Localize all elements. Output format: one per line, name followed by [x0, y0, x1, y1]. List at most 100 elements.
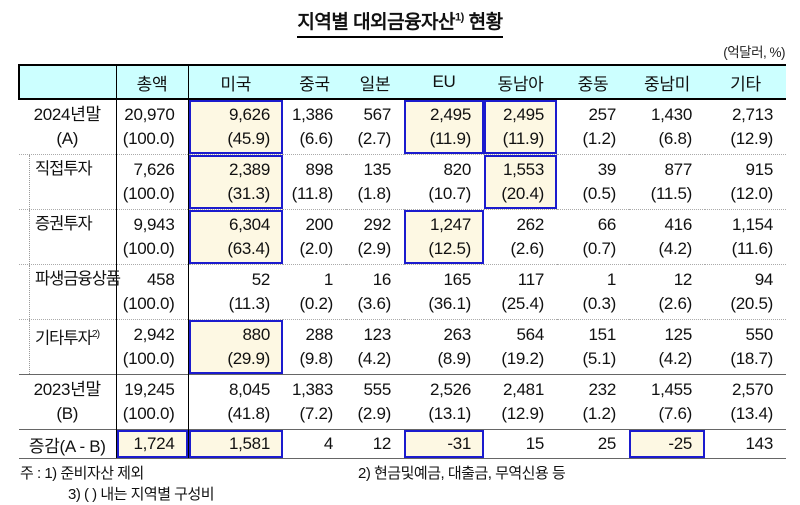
cell-percent: (2.9) [357, 239, 392, 258]
cell: 292 (2.9) [346, 209, 404, 265]
row-label: 2023년말 (B) [19, 374, 117, 430]
cell: 458 (100.0) [116, 264, 189, 320]
cell-value: 898 [305, 160, 334, 179]
cell-content: 2,942 (100.0) [117, 320, 188, 374]
cell: 4 [283, 429, 346, 459]
cell-value: 915 [745, 160, 774, 179]
cell-value: 94 [754, 270, 774, 289]
row-label: 2024년말 (A) [19, 99, 117, 155]
cell-content: 898 (11.8) [283, 155, 346, 209]
row-label-line: (A) [56, 129, 79, 148]
cell-value: 1,247 [429, 215, 471, 234]
cell-value: 292 [363, 215, 392, 234]
cell-percent: (29.9) [227, 349, 270, 368]
row-label-line: 증감(A - B) [28, 436, 106, 456]
cell-value: 165 [443, 270, 472, 289]
cell: 25 [557, 429, 629, 459]
cell: 16 (3.6) [346, 264, 404, 320]
cell-value: 2,942 [133, 325, 175, 344]
highlighted-cell: -25 [629, 429, 705, 459]
footnote-line-2: 3) ( ) 내는 지역별 구성비 [68, 484, 800, 505]
cell-value: 1,724 [133, 434, 175, 453]
cell-percent: (12.9) [501, 404, 544, 423]
cell: 2,481 (12.9) [484, 374, 557, 430]
highlighted-cell: 2,495 (11.9) [404, 99, 484, 155]
cell-content: 200 (2.0) [283, 210, 346, 264]
unit-label: (억달러, %) [723, 45, 785, 60]
cell-content: 262 (2.6) [484, 210, 557, 264]
cell-content: 1,553 (20.4) [484, 155, 557, 209]
row-label-text: 2023년말 (B) [19, 375, 116, 429]
cell-content: 2,495 (11.9) [404, 100, 484, 154]
cell-percent: (100.0) [122, 404, 175, 423]
table-header-row: 총액 미국 중국 일본 EU 동남아 중동 중남미 기타 [18, 64, 786, 100]
cell: 1,455 (7.6) [629, 374, 705, 430]
cell-percent: (41.8) [227, 404, 270, 423]
cell-percent: (4.2) [658, 349, 693, 368]
cell-percent: (11.9) [429, 129, 472, 148]
cell: 19,245 (100.0) [116, 374, 189, 430]
row-label: 증권투자 [19, 209, 117, 265]
cell-content: 292 (2.9) [346, 210, 404, 264]
cell-value: 7,626 [133, 160, 175, 179]
cell-value: 458 [147, 270, 175, 289]
column-header: 미국 [188, 64, 283, 100]
cell-value: 1,455 [650, 380, 692, 399]
cell-value: 877 [664, 160, 693, 179]
document-page: 지역별 대외금융자산1) 현황 (억달러, %) 총액 미국 중국 일본 EU 동남아 중동… [0, 7, 800, 503]
highlighted-cell: -31 [404, 429, 484, 459]
cell-value: 151 [588, 325, 617, 344]
cell-value: -31 [447, 434, 471, 453]
cell: 2,526 (13.1) [404, 374, 484, 430]
row-label-text: 직접투자 [29, 155, 116, 209]
cell-percent: (11.6) [731, 239, 774, 258]
cell: 262 (2.6) [484, 209, 557, 265]
cell-value: 1,553 [502, 160, 544, 179]
row-label-line: 2024년말 [33, 105, 102, 124]
cell-percent: (100.0) [122, 129, 175, 148]
cell-percent: (6.6) [299, 129, 334, 148]
footnote-prefix: 주 : [20, 465, 45, 482]
cell-content: 1,430 (6.8) [629, 100, 705, 154]
cell-content: 555 (2.9) [346, 375, 404, 429]
cell-content: 263 (8.9) [404, 320, 484, 374]
cell-content: 125 (4.2) [629, 320, 705, 374]
cell-content: 257 (1.2) [557, 100, 629, 154]
cell-content: 39 (0.5) [557, 155, 629, 209]
cell-value: 135 [363, 160, 392, 179]
cell-value: 555 [363, 380, 392, 399]
cell-content: 2,389 (31.3) [189, 155, 284, 209]
footnote-2: 2) 현금및예금, 대출금, 무역신용 등 [358, 465, 566, 482]
cell: 165 (36.1) [404, 264, 484, 320]
cell: 1 (0.3) [557, 264, 629, 320]
cell-value: 2,389 [228, 160, 270, 179]
page-title: 지역별 대외금융자산1) 현황 [0, 7, 800, 38]
cell-content: 123 (4.2) [346, 320, 404, 374]
cell-percent: (10.7) [428, 184, 471, 203]
label-footnote-marker: 2) [91, 328, 100, 340]
cell-content: 1,455 (7.6) [629, 375, 705, 429]
cell: 143 [705, 429, 786, 459]
row-label-line: (B) [56, 404, 79, 423]
cell: 416 (4.2) [629, 209, 705, 265]
cell-percent: (19.2) [501, 349, 544, 368]
table-row: 2023년말 (B) 19,245 (100.0) 8,045 (41.8) 1,383 (7… [19, 374, 786, 430]
column-header: 총액 [116, 64, 189, 100]
cell: 915 (12.0) [705, 154, 786, 210]
cell-content: 288 (9.8) [283, 320, 346, 374]
cell: 820 (10.7) [404, 154, 484, 210]
column-header: 중국 [283, 64, 346, 100]
cell-value: 262 [516, 215, 545, 234]
title-tail: 현황 [463, 12, 503, 33]
cell-value: 1,154 [731, 215, 773, 234]
cell: 125 (4.2) [629, 319, 705, 375]
cell-content: 1,386 (6.6) [283, 100, 346, 154]
cell: 567 (2.7) [346, 99, 404, 155]
cell-value: -25 [668, 434, 692, 453]
cell-content: 9,943 (100.0) [117, 210, 188, 264]
cell-value: 19,245 [124, 380, 175, 399]
column-header: 기타 [705, 64, 786, 100]
cell-percent: (11.5) [650, 184, 693, 203]
cell: 8,045 (41.8) [188, 374, 283, 430]
cell-percent: (2.0) [299, 239, 334, 258]
